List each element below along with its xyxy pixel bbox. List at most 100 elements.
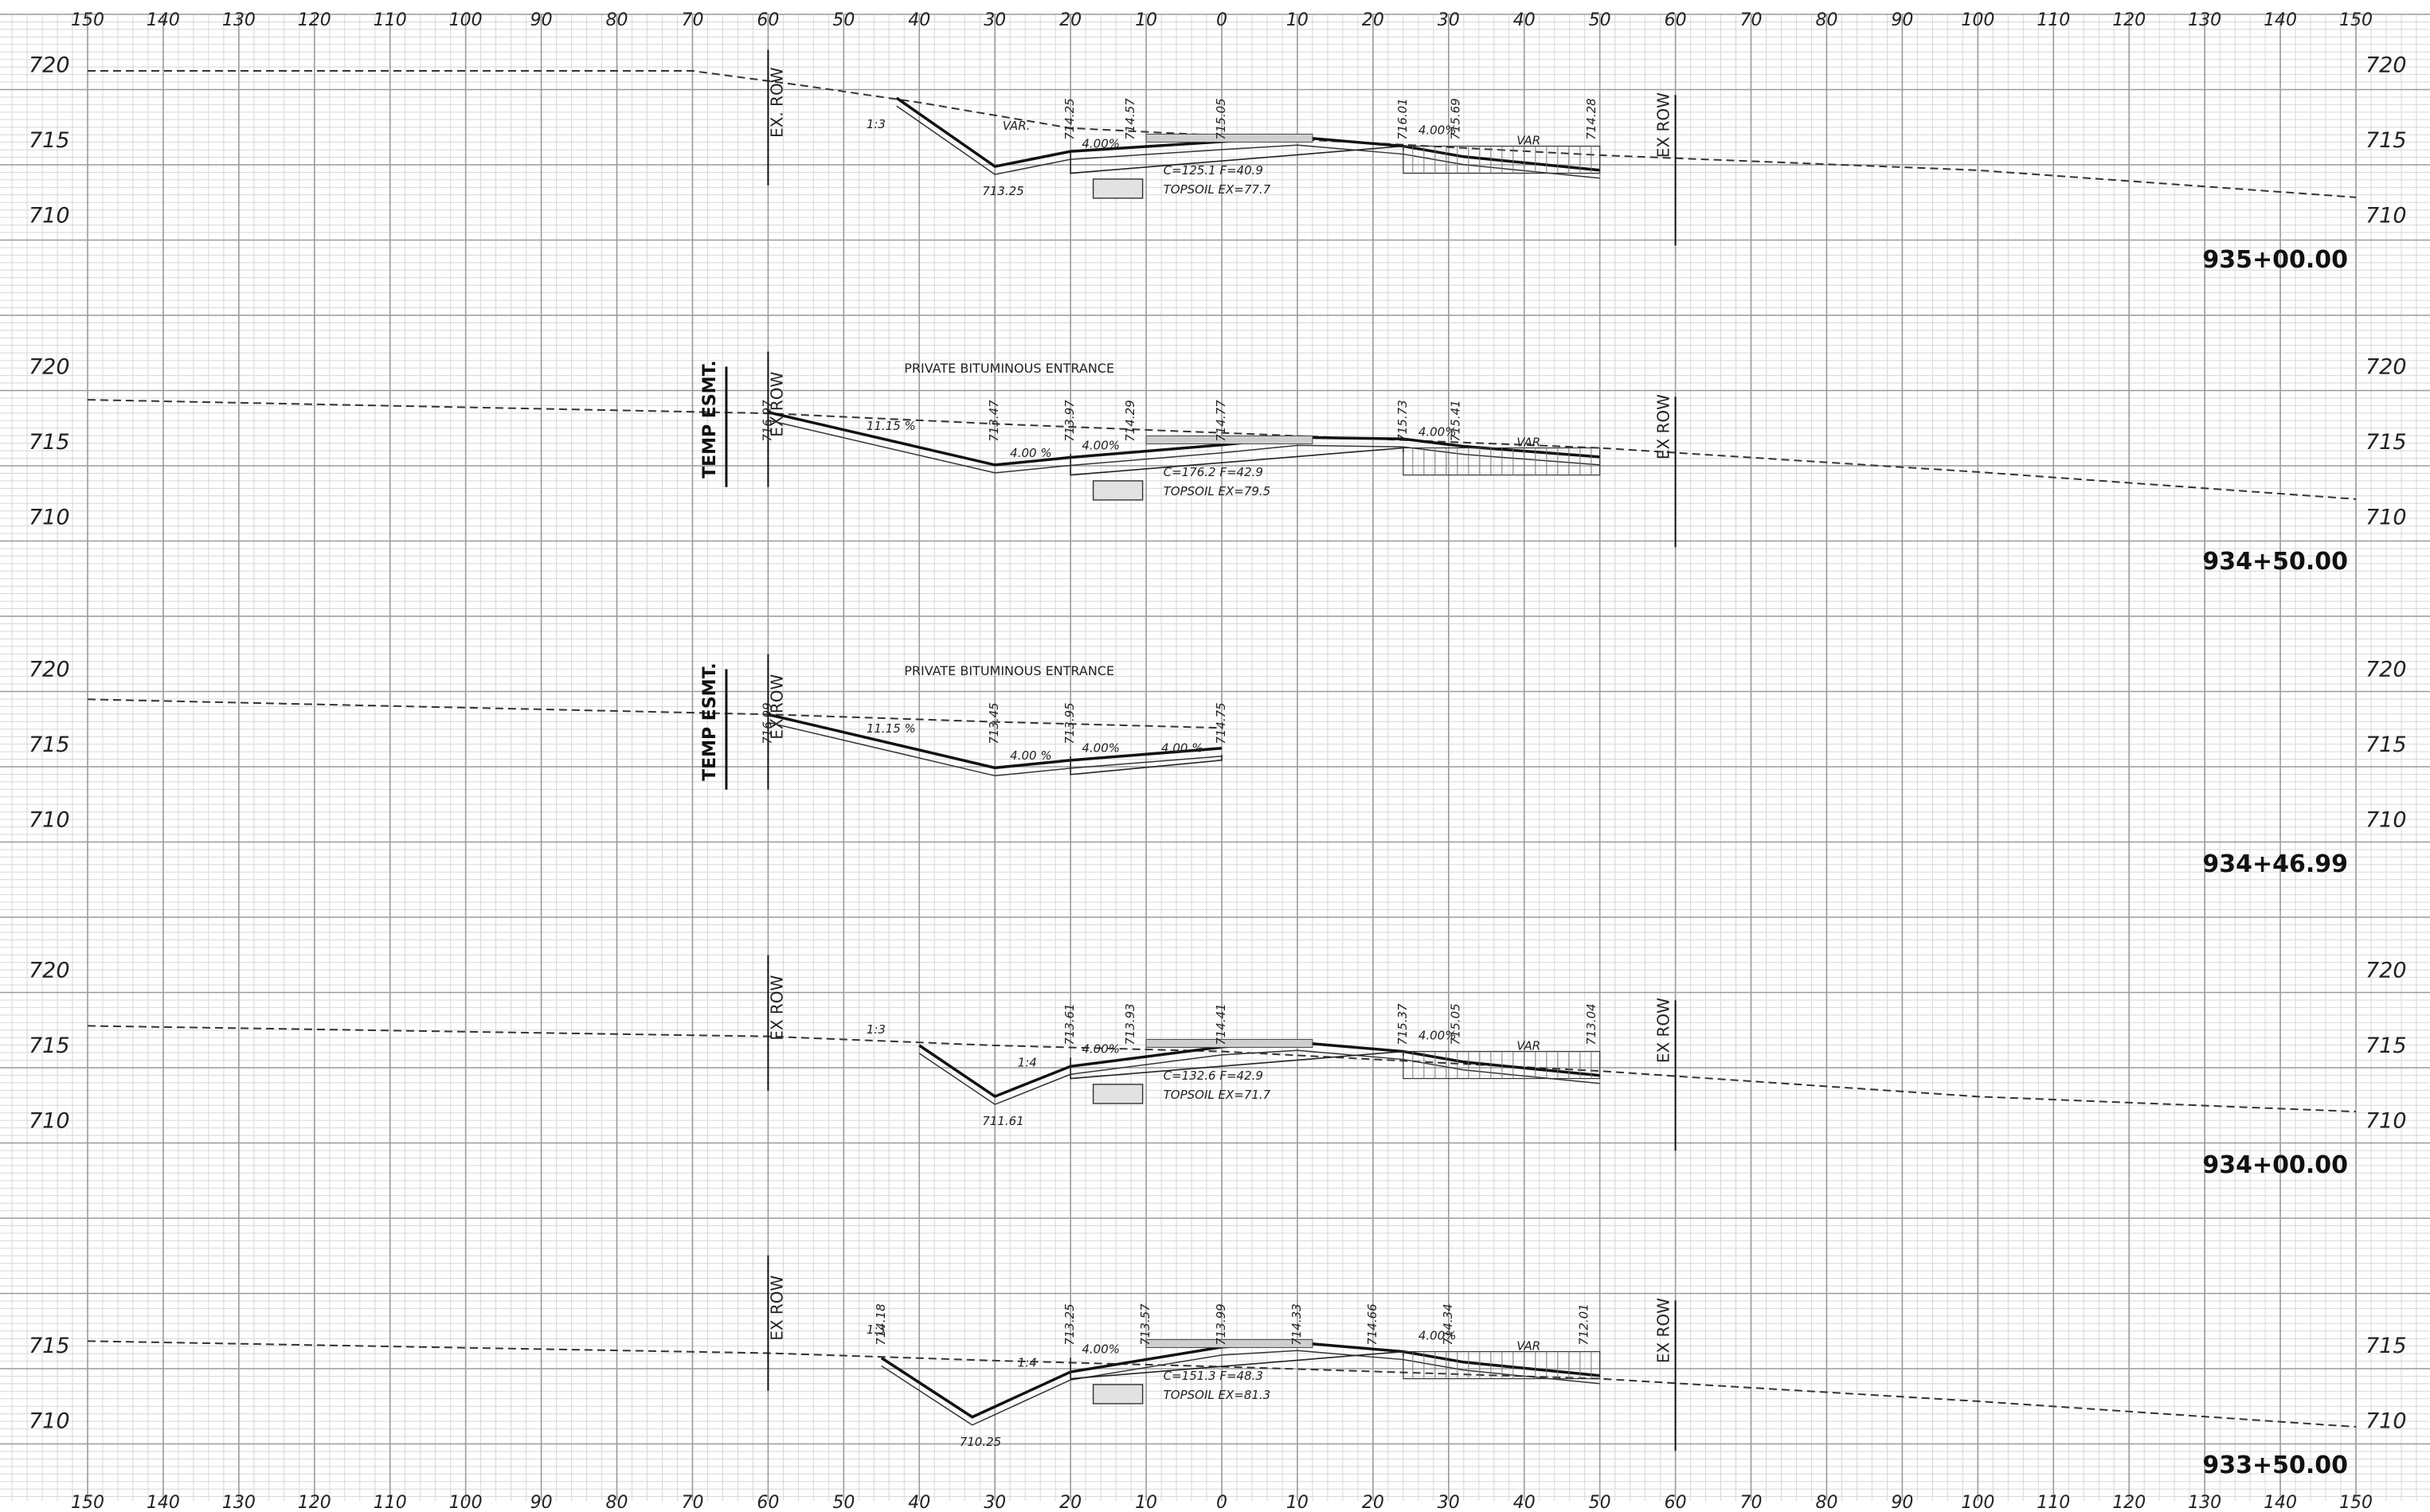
offset-tick-label: 130	[222, 10, 256, 30]
offset-tick-label: 140	[2264, 10, 2297, 30]
top-offset-axis: 150 140 130 120 110 100 90 80 70 60 50 40 30 20 10 0 10 2…	[71, 10, 2373, 30]
offset-tick-label: 40	[1513, 1493, 1536, 1512]
point-elevation-label: 715.37	[1395, 1003, 1410, 1045]
row-label-left: EX ROW	[767, 674, 786, 739]
offset-tick-label: 50	[1589, 10, 1611, 30]
point-elevation-label: 713.93	[1123, 1003, 1137, 1045]
offset-tick-label: 120	[2112, 1493, 2146, 1512]
offset-tick-label: 20	[1059, 10, 1082, 30]
offset-tick-label: 10	[1135, 10, 1157, 30]
elevation-label-left: 715	[29, 430, 70, 455]
elevation-label-left: 710	[29, 1409, 70, 1434]
offset-tick-label: 70	[681, 1493, 703, 1512]
station-label: 933+50.00	[2202, 1451, 2348, 1479]
temp-easement-label: TEMP ESMT.	[700, 662, 720, 781]
slope-mid-label: 1:4	[1018, 1355, 1037, 1369]
offset-tick-label: 20	[1059, 1493, 1082, 1512]
point-elevation-label: 714.29	[1123, 400, 1137, 442]
offset-tick-label: 0	[1216, 10, 1227, 30]
slope-left-label: 11.15 %	[867, 419, 916, 433]
grade-right-label: 4.00%	[1418, 123, 1457, 137]
offset-tick-label: 60	[1665, 1493, 1687, 1512]
temp-easement-label: TEMP ESMT.	[700, 360, 720, 479]
offset-tick-label: 150	[71, 1493, 104, 1512]
elevation-label-left: 715	[29, 128, 70, 153]
offset-tick-label: 90	[530, 1493, 553, 1512]
row-label-left: EX. ROW	[767, 67, 786, 138]
elevation-label-left: 720	[29, 959, 70, 983]
grade-left-label: 4.00%	[1082, 1342, 1120, 1356]
grade-right-label: 4.00%	[1418, 1328, 1457, 1342]
grade-right-label: 4.00%	[1418, 1028, 1457, 1042]
slope-left-label: 1:3	[867, 117, 886, 131]
offset-tick-label: 150	[71, 10, 104, 30]
offset-tick-label: 90	[530, 10, 553, 30]
shoulder-var-label: VAR	[1516, 1039, 1540, 1053]
elevation-label-right: 715	[2365, 1033, 2407, 1058]
elevation-label-right: 710	[2365, 1409, 2407, 1434]
offset-tick-label: 30	[984, 10, 1006, 30]
offset-tick-label: 10	[1286, 10, 1309, 30]
grade-left-label: 4.00%	[1082, 438, 1120, 452]
offset-tick-label: 60	[757, 10, 779, 30]
entrance-label: PRIVATE BITUMINOUS ENTRANCE	[904, 361, 1114, 376]
bottom-offset-axis: 150 140 130 120 110 100 90 80 70 60 50 40 30 20 10 0 10 2…	[71, 1493, 2373, 1512]
offset-tick-label: 110	[374, 10, 407, 30]
cross-section-3: 720 720 715 715 710 710 EX ROW EX ROW 1:3 1:4 4.00…	[29, 955, 2407, 1179]
offset-tick-label: 70	[1740, 10, 1763, 30]
point-elevation-label: 713.25	[1062, 1303, 1077, 1346]
topsoil-label: TOPSOIL EX=79.5	[1164, 484, 1271, 498]
offset-tick-label: 70	[681, 10, 703, 30]
station-label: 934+00.00	[2202, 1151, 2348, 1179]
point-elevation-label: 716.01	[1395, 98, 1410, 140]
point-elevation-label: 714.77	[1214, 400, 1228, 442]
elevation-label-left: 715	[29, 1334, 70, 1358]
offset-tick-label: 100	[449, 1493, 483, 1512]
point-elevation-label: 713.45	[987, 702, 1001, 744]
cross-sections: 720 720 715 715 710 710 EX. ROW EX ROW 1:3 VAR. 4.…	[29, 49, 2407, 1479]
shoulder-var-label: VAR	[1516, 436, 1540, 450]
station-label: 934+46.99	[2202, 850, 2348, 878]
row-label-left: EX ROW	[767, 975, 786, 1040]
offset-tick-label: 10	[1286, 1493, 1309, 1512]
slope-left-label: 11.15 %	[867, 721, 916, 736]
offset-tick-label: 60	[1665, 10, 1687, 30]
shoulder-hatch	[1403, 145, 1601, 174]
offset-tick-label: 120	[298, 10, 331, 30]
topsoil-swatch	[1092, 480, 1144, 501]
offset-tick-label: 110	[2037, 1493, 2070, 1512]
offset-tick-label: 120	[298, 1493, 331, 1512]
station-label: 935+00.00	[2202, 246, 2348, 274]
offset-tick-label: 50	[832, 1493, 855, 1512]
elevation-label-right: 710	[2365, 808, 2407, 833]
elevation-label-right: 720	[2365, 658, 2407, 682]
elevation-label-right: 720	[2365, 53, 2407, 78]
grade-left-label: 4.00%	[1082, 1041, 1120, 1056]
row-label-right: EX ROW	[1654, 998, 1673, 1063]
offset-tick-label: 40	[1513, 10, 1536, 30]
offset-tick-label: 0	[1216, 1493, 1227, 1512]
elevation-label-left: 710	[29, 506, 70, 530]
offset-tick-label: 10	[1135, 1493, 1157, 1512]
offset-tick-label: 150	[2339, 10, 2373, 30]
point-elevation-label: 714.75	[1214, 702, 1228, 744]
elevation-label-left: 710	[29, 204, 70, 229]
ditch-elevation-label: 710.25	[960, 1435, 1002, 1449]
topsoil-label: TOPSOIL EX=71.7	[1164, 1088, 1271, 1102]
point-elevation-label: 714.34	[1441, 1303, 1455, 1346]
topsoil-swatch	[1092, 1084, 1144, 1104]
elevation-label-right: 715	[2365, 733, 2407, 757]
slope-var-label: VAR.	[1003, 119, 1031, 133]
offset-tick-label: 150	[2339, 1493, 2373, 1512]
subgrade-line	[768, 420, 1600, 474]
point-elevation-label: 714.57	[1123, 98, 1137, 140]
elevation-label-right: 715	[2365, 430, 2407, 455]
grade-mid-label: 4.00 %	[1010, 748, 1051, 763]
elevation-label-right: 715	[2365, 1334, 2407, 1358]
existing-ground-line	[88, 70, 2357, 198]
subgrade-line	[896, 105, 1600, 179]
row-label-left: EX ROW	[767, 1275, 786, 1340]
point-elevation-label: 712.01	[1577, 1303, 1591, 1346]
offset-tick-label: 100	[1961, 10, 1994, 30]
grade-right-label: 4.00%	[1418, 424, 1457, 439]
